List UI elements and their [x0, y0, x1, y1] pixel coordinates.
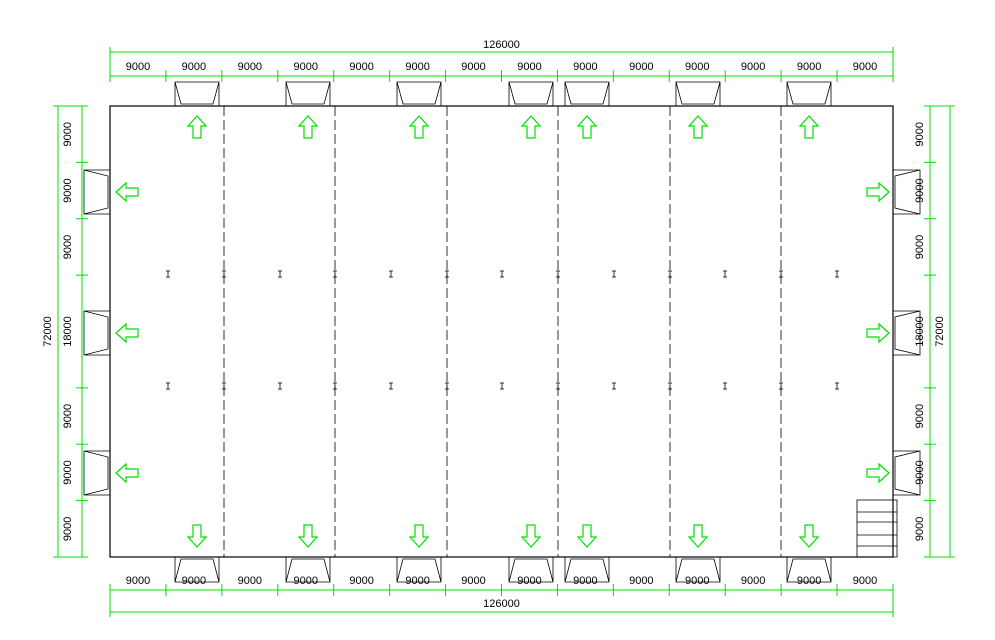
dimension-segment: 9000 [62, 404, 74, 428]
arrow-up [576, 115, 598, 139]
arrow-down [576, 524, 598, 548]
arrow-down [297, 524, 319, 548]
drawing: 126000 9000 9000 9000 9000 9000 9000 9000 9000 90… [42, 39, 955, 617]
dimension-segment: 9000 [294, 575, 318, 587]
arrow-down [687, 524, 709, 548]
dimension-segment: 9000 [629, 575, 653, 587]
dimension-segment: 18000 [62, 316, 74, 347]
door-canopy [786, 81, 832, 106]
door-canopy [83, 310, 110, 356]
arrow-up [520, 115, 542, 139]
dimension-segment: 9000 [62, 235, 74, 259]
dimension-segment: 9000 [914, 404, 926, 428]
arrow-right [866, 181, 890, 203]
door-canopy [675, 557, 721, 583]
dimension-segment: 9000 [517, 575, 541, 587]
dimension-segment: 9000 [741, 61, 765, 73]
door-canopy [285, 81, 331, 106]
dimension-segment: 9000 [126, 61, 150, 73]
arrow-up [297, 115, 319, 139]
dimension-segment: 9000 [797, 575, 821, 587]
dimension-segment: 9000 [349, 575, 373, 587]
dimension-segment: 9000 [294, 61, 318, 73]
dimension-total: 126000 [483, 598, 520, 610]
dimension-segment: 9000 [238, 61, 262, 73]
dimension-total: 126000 [483, 39, 520, 51]
door-canopy [786, 557, 832, 583]
arrow-down [186, 524, 208, 548]
dimension-segment: 9000 [182, 575, 206, 587]
arrow-up [798, 115, 820, 139]
dimension-segment: 9000 [914, 122, 926, 146]
arrow-left [115, 181, 139, 203]
dimension-segment: 9000 [685, 575, 709, 587]
door-canopy [396, 557, 442, 583]
dimension-segment: 9000 [573, 61, 597, 73]
door-canopy [564, 81, 610, 106]
building-outline [109, 105, 894, 558]
dimension-segment: 9000 [62, 178, 74, 202]
door-canopy [396, 81, 442, 106]
door-canopy [508, 81, 554, 106]
door-canopy [675, 81, 721, 106]
dimension-segment: 9000 [126, 575, 150, 587]
arrow-down [520, 524, 542, 548]
door-canopy [174, 557, 220, 583]
dimension-segment: 9000 [741, 575, 765, 587]
arrow-right [866, 322, 890, 344]
dimension-segment: 9000 [62, 122, 74, 146]
dimension-segment: 9000 [461, 61, 485, 73]
dimension-segment: 9000 [405, 61, 429, 73]
dimension-segment: 9000 [797, 61, 821, 73]
dimension-segment: 9000 [853, 575, 877, 587]
dimension-segment: 9000 [461, 575, 485, 587]
dimension-segment: 9000 [914, 517, 926, 541]
dimension-segment: 9000 [238, 575, 262, 587]
dimension-segment: 9000 [685, 61, 709, 73]
dimension-segment: 9000 [405, 575, 429, 587]
dimension-segment: 9000 [573, 575, 597, 587]
dimension-segment: 9000 [62, 460, 74, 484]
dimension-total: 72000 [42, 316, 54, 347]
arrow-right [866, 462, 890, 484]
arrow-up [408, 115, 430, 139]
dimension-segment: 9000 [62, 517, 74, 541]
door-canopy [893, 450, 921, 496]
door-canopy [83, 450, 110, 496]
door-canopy [893, 169, 921, 215]
arrow-up [687, 115, 709, 139]
door-canopy [508, 557, 554, 583]
title-block [856, 499, 898, 558]
door-canopy [893, 310, 921, 356]
dimension-total: 72000 [934, 316, 946, 347]
dimension-segment: 9000 [517, 61, 541, 73]
arrow-up [186, 115, 208, 139]
dimension-segment: 9000 [349, 61, 373, 73]
dimension-segment: 9000 [182, 61, 206, 73]
door-canopy [285, 557, 331, 583]
door-canopy [174, 81, 220, 106]
dimension-segment: 9000 [914, 235, 926, 259]
arrow-left [115, 322, 139, 344]
arrow-down [408, 524, 430, 548]
arrow-left [115, 462, 139, 484]
door-canopy [83, 169, 110, 215]
dimension-segment: 9000 [853, 61, 877, 73]
dimension-segment: 9000 [629, 61, 653, 73]
door-canopy [564, 557, 610, 583]
arrow-down [798, 524, 820, 548]
